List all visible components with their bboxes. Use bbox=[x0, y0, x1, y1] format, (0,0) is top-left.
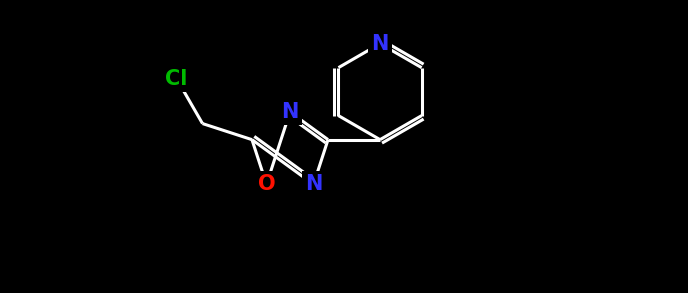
Text: N: N bbox=[305, 174, 322, 194]
Text: O: O bbox=[258, 174, 275, 194]
Text: Cl: Cl bbox=[165, 69, 188, 88]
Text: N: N bbox=[372, 34, 389, 54]
Text: N: N bbox=[281, 102, 299, 122]
